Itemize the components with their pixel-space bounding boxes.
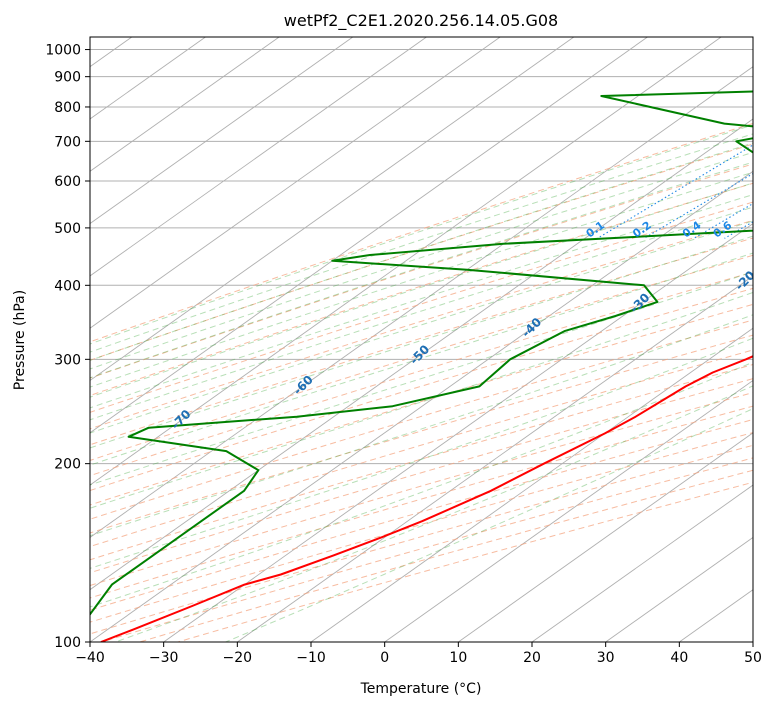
moist-adiabat (90, 182, 753, 398)
y-tick-label: 700 (54, 134, 81, 150)
dry-adiabat (90, 254, 753, 461)
mixing-ratio-label: 1 (756, 222, 770, 237)
moist-adiabat (90, 361, 753, 608)
mixing-ratio-line (643, 173, 753, 239)
isotherm-line (752, 641, 753, 642)
y-tick-label: 300 (54, 352, 81, 368)
dry-adiabat (90, 319, 753, 520)
x-tick-label: 50 (744, 650, 762, 666)
moist-adiabat (90, 161, 753, 379)
x-tick-label: −10 (296, 650, 326, 666)
dry-adiabat (90, 287, 753, 492)
y-tick-label: 800 (54, 100, 81, 116)
isotherm-line (605, 536, 753, 642)
dry-adiabat (90, 392, 753, 587)
isotherm-line (90, 37, 648, 434)
moist-adiabat (90, 235, 753, 449)
x-tick-label: 20 (523, 650, 541, 666)
isotherm-line (679, 589, 753, 642)
dry-adiabat (90, 418, 753, 611)
moist-adiabat (90, 337, 753, 569)
mixing-ratio-line (693, 202, 753, 239)
moist-adiabat (115, 385, 753, 642)
isotherm-line (0, 37, 58, 642)
dry-adiabat (90, 143, 753, 361)
dry-adiabat (90, 364, 753, 561)
isotherm-line (90, 118, 753, 591)
y-axis-label: Pressure (hPa) (12, 290, 28, 390)
moist-adiabat (90, 252, 753, 466)
isotherm-line (90, 37, 575, 382)
isotherm-line (90, 170, 753, 642)
dry-adiabat (90, 303, 753, 506)
dry-adiabat (90, 163, 753, 379)
dry-adiabat (90, 444, 753, 635)
isotherm-line (531, 484, 753, 642)
y-tick-label: 1000 (45, 43, 81, 59)
isotherm-line (90, 37, 354, 225)
moist-adiabat (90, 133, 753, 353)
isotherm-line (90, 37, 501, 329)
mixing-ratio-label: 0.6 (711, 218, 735, 240)
dry-adiabat (139, 469, 753, 642)
dry-adiabat (90, 237, 753, 446)
isotherm-line (237, 275, 753, 642)
moist-adiabat (90, 124, 753, 345)
y-tick-label: 500 (54, 221, 81, 237)
moist-adiabat (90, 314, 753, 537)
isotherm-line (384, 379, 753, 642)
isotherm-line (90, 37, 722, 486)
moist-adiabat (90, 220, 753, 434)
moist-adiabat (90, 271, 753, 486)
dry-adiabat (90, 201, 753, 413)
dry-adiabat (90, 432, 753, 623)
y-tick-label: 400 (54, 278, 81, 294)
isotherm-label: -50 (407, 342, 432, 367)
isotherm-line (90, 37, 280, 172)
x-tick-label: −40 (75, 650, 105, 666)
mixing-ratio-line (765, 37, 775, 238)
x-tick-label: 0 (380, 650, 389, 666)
isotherm-label: -60 (291, 373, 316, 398)
y-tick-label: 600 (54, 174, 81, 190)
dry-adiabat (90, 182, 753, 397)
chart-title: wetPf2_C2E1.2020.256.14.05.G08 (284, 11, 558, 31)
dry-adiabat (90, 219, 753, 430)
dry-adiabat (90, 349, 753, 548)
dry-adiabat (90, 122, 753, 343)
x-tick-label: −20 (223, 650, 253, 666)
dry-adiabat (90, 378, 753, 574)
isotherm-line (90, 66, 753, 538)
dry-adiabat (90, 405, 753, 599)
moist-adiabat (90, 171, 753, 388)
temperature-profile (100, 355, 753, 642)
moist-adiabat (225, 408, 753, 642)
isotherm-label: -40 (519, 315, 544, 340)
isotherm-line (458, 432, 753, 642)
y-tick-label: 900 (54, 70, 81, 86)
x-tick-label: 10 (449, 650, 467, 666)
isotherm-line (163, 223, 753, 642)
isotherm-line (90, 37, 427, 277)
x-tick-label: −30 (149, 650, 179, 666)
isotherm-line (310, 327, 753, 642)
isotherm-label: -20 (733, 268, 758, 293)
moist-adiabat (90, 291, 753, 509)
y-tick-label: 200 (54, 457, 81, 473)
plot-frame (89, 36, 754, 643)
x-tick-label: 30 (597, 650, 615, 666)
dewpoint-profile (90, 90, 753, 617)
moist-adiabat (90, 142, 753, 361)
isotherm-label: -70 (168, 407, 193, 432)
x-axis-label: Temperature (°C) (360, 681, 482, 697)
dry-adiabat (90, 334, 753, 534)
x-tick-label: 40 (670, 650, 688, 666)
y-tick-label: 100 (54, 635, 81, 651)
dry-adiabat (90, 271, 753, 477)
